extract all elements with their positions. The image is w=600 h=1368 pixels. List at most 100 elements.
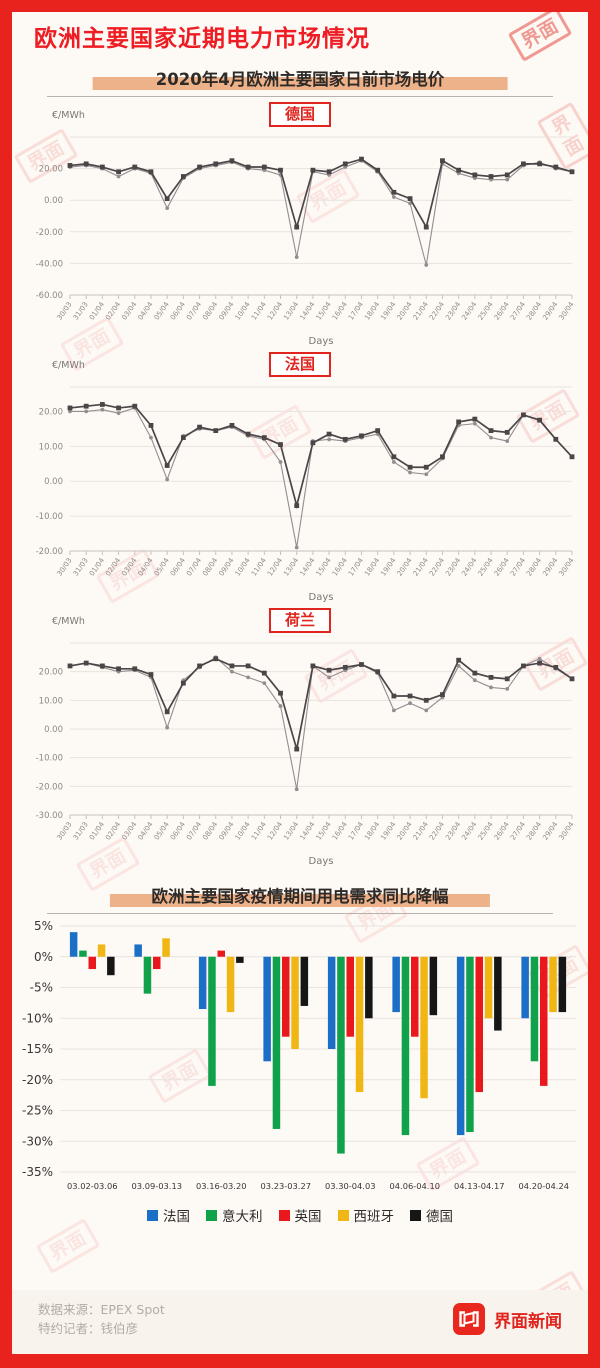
data-point	[472, 416, 478, 422]
country-badge-germany: 德国	[268, 102, 332, 127]
x-tick-label: 18/04	[363, 556, 381, 578]
data-point	[245, 663, 251, 669]
section-title-price: 2020年4月欧洲主要国家日前市场电价	[12, 66, 588, 97]
y-tick-label: 0.00	[44, 725, 63, 735]
category-label: 03.16-03.20	[196, 1181, 247, 1191]
data-point	[553, 436, 559, 442]
y-tick-label: -5%	[30, 981, 53, 995]
x-tick-label: 27/04	[509, 556, 527, 578]
x-tick-label: 18/04	[363, 300, 381, 322]
price-line-light-series	[69, 656, 573, 790]
category-label: 03.09-03.13	[132, 1181, 183, 1191]
bar-意大利	[143, 956, 152, 994]
data-point	[537, 660, 543, 666]
bar-法国	[134, 944, 142, 957]
x-tick-label: 19/04	[379, 300, 397, 322]
data-point	[440, 158, 445, 164]
x-tick-label: 11/04	[250, 556, 268, 578]
x-tick-label: 31/03	[72, 557, 90, 578]
x-tick-label: 28/04	[525, 820, 543, 842]
y-tick-label: 0%	[34, 950, 53, 964]
country-badge-netherlands: 荷兰	[268, 608, 332, 633]
x-tick-label: 25/04	[477, 820, 495, 842]
x-tick-label: 15/04	[315, 556, 333, 578]
y-tick-label: -40.00	[36, 259, 63, 269]
legend-swatch-germany	[410, 1209, 421, 1221]
x-axis-title: Days	[309, 592, 334, 603]
data-point	[326, 667, 332, 673]
data-point	[99, 164, 105, 170]
x-tick-label: 29/04	[541, 300, 559, 322]
data-point	[505, 686, 510, 691]
data-point	[391, 195, 396, 199]
data-point	[569, 454, 575, 460]
bar-西班牙	[226, 956, 235, 1013]
title-underline	[46, 96, 554, 97]
x-tick-label: 30/04	[558, 820, 576, 842]
x-tick-label: 14/04	[298, 556, 316, 578]
data-point	[197, 663, 202, 669]
x-axis-title: Days	[309, 336, 334, 347]
bar-英国	[282, 956, 290, 1037]
data-point	[83, 161, 89, 167]
x-tick-label: 05/04	[153, 300, 171, 322]
data-point	[537, 161, 543, 167]
legend-swatch-france	[147, 1209, 158, 1221]
x-tick-label: 26/04	[493, 820, 511, 842]
data-point	[327, 675, 331, 680]
data-point	[440, 692, 445, 697]
bar-意大利	[208, 956, 216, 1086]
y-tick-label: 20.00	[39, 407, 63, 417]
data-point	[456, 664, 461, 668]
data-point	[391, 189, 397, 195]
data-point	[180, 435, 186, 440]
data-point	[116, 169, 121, 175]
data-point	[213, 656, 219, 662]
data-point	[278, 442, 283, 447]
x-tick-label: 03/04	[120, 300, 138, 322]
bar-法国	[69, 932, 78, 957]
data-point	[327, 437, 331, 442]
bar-西班牙	[549, 956, 557, 1013]
data-point	[261, 435, 267, 440]
data-point	[148, 422, 154, 428]
bar-法国	[392, 956, 400, 1013]
data-point	[472, 678, 477, 683]
legend-item-italy: 意大利	[206, 1205, 263, 1225]
x-tick-label: 30/03	[56, 557, 74, 578]
y-tick-label: 0.00	[44, 477, 63, 487]
germany-price-chart: 20.00 0.00 -20.00 -40.00 -60.0030/0331/0301/…	[36, 136, 576, 347]
data-point	[488, 174, 494, 179]
data-point	[68, 409, 72, 414]
y-tick-label: 5%	[34, 919, 53, 933]
x-tick-label: 16/04	[331, 556, 349, 578]
data-point	[391, 460, 396, 464]
x-tick-label: 19/04	[379, 820, 397, 842]
x-tick-label: 11/04	[250, 820, 268, 842]
data-point	[180, 174, 186, 179]
data-point	[213, 428, 219, 434]
x-tick-label: 05/04	[153, 820, 171, 842]
x-tick-label: 23/04	[444, 556, 462, 578]
legend-swatch-spain	[337, 1209, 349, 1221]
data-point	[294, 503, 300, 509]
y-tick-label: -30%	[22, 1134, 53, 1148]
x-tick-label: 08/04	[201, 300, 219, 322]
data-point	[359, 662, 364, 667]
data-point	[165, 206, 170, 210]
x-tick-label: 28/04	[525, 300, 543, 322]
data-point	[569, 169, 575, 175]
data-point	[408, 201, 412, 206]
data-point	[424, 263, 429, 267]
x-tick-label: 16/04	[331, 300, 349, 322]
x-tick-label: 30/03	[56, 301, 74, 322]
data-point	[423, 697, 429, 703]
price-line-light-series	[70, 407, 573, 548]
y-axis-unit-label: €/MWh	[52, 616, 85, 627]
bar-英国	[346, 956, 354, 1037]
x-tick-label: 05/04	[153, 556, 171, 578]
bar-德国	[236, 956, 244, 963]
data-point	[472, 172, 478, 178]
x-tick-label: 27/04	[509, 300, 527, 322]
